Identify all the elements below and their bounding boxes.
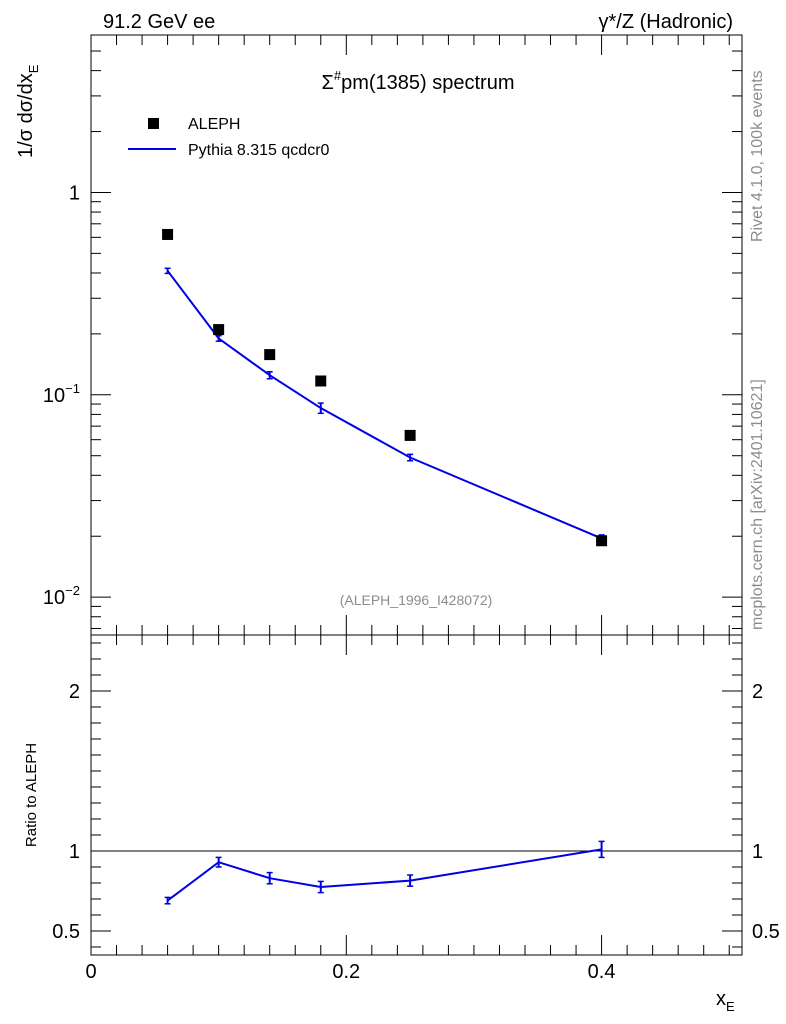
ratio-xtick-labels: 0 0.2 0.4 bbox=[85, 961, 615, 983]
main-ylabel: 1/σ dσ/dxE bbox=[15, 64, 41, 158]
legend-label-pythia: Pythia 8.315 qcdcr0 bbox=[188, 142, 330, 159]
ratio-ytick-label-left: 2 bbox=[69, 681, 80, 703]
analysis-id: (ALEPH_1996_I428072) bbox=[340, 592, 493, 608]
aleph-data-point bbox=[213, 324, 225, 336]
aleph-data-point bbox=[404, 429, 416, 441]
aleph-data-point bbox=[264, 349, 276, 361]
ratio-ytick-label-left: 1 bbox=[69, 841, 80, 863]
ratio-ytick-label-right: 2 bbox=[752, 681, 763, 703]
main-ytick-label: 1 bbox=[69, 182, 80, 204]
main-series-group bbox=[162, 228, 608, 547]
energy-label: 91.2 GeV ee bbox=[103, 11, 215, 33]
xtick-label: 0.2 bbox=[332, 961, 360, 983]
legend-marker-aleph bbox=[148, 118, 159, 129]
main-axis-ticks bbox=[90, 34, 742, 635]
xtick-label: 0 bbox=[85, 961, 96, 983]
ratio-axis-ticks bbox=[90, 635, 742, 955]
aleph-data-point bbox=[596, 535, 608, 547]
ratio-series-group bbox=[91, 840, 742, 905]
pythia-line bbox=[166, 270, 602, 540]
ratio-ytick-label-right: 1 bbox=[752, 841, 763, 863]
legend-label-aleph: ALEPH bbox=[188, 116, 240, 133]
main-ytick-labels: 1 10−1 10−2 bbox=[43, 182, 80, 609]
chart-title: Σ#pm(1385) spectrum bbox=[321, 68, 514, 94]
ratio-ytick-labels: 0.5 0.5 1 1 2 2 bbox=[52, 681, 780, 943]
ratio-ytick-label-right: 0.5 bbox=[752, 921, 780, 943]
ratio-ylabel: Ratio to ALEPH bbox=[23, 743, 40, 847]
aleph-data-point bbox=[315, 375, 327, 387]
aleph-data-point bbox=[162, 228, 174, 240]
ratio-panel-frame bbox=[90, 634, 743, 956]
rivet-label: Rivet 4.1.0, 100k events bbox=[749, 70, 766, 242]
mcplots-label: mcplots.cern.ch [arXiv:2401.10621] bbox=[749, 379, 766, 630]
xaxis-label: xE bbox=[716, 988, 735, 1014]
xtick-label: 0.4 bbox=[588, 961, 616, 983]
process-label: γ*/Z (Hadronic) bbox=[599, 11, 733, 33]
ratio-ytick-label-left: 0.5 bbox=[52, 921, 80, 943]
ratio-pythia-line bbox=[166, 848, 602, 902]
main-ytick-label: 10−2 bbox=[43, 583, 80, 609]
main-ytick-label: 10−1 bbox=[43, 381, 80, 407]
